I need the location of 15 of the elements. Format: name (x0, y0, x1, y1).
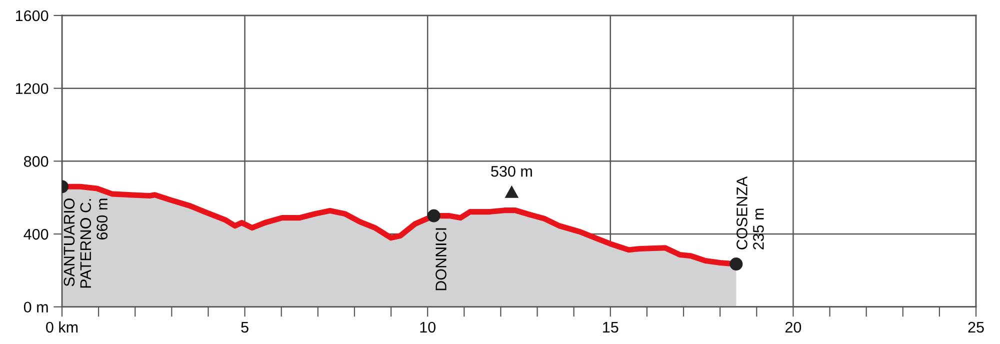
x-tick-label: 0 km (46, 321, 78, 333)
x-tick-label: 15 (603, 322, 618, 333)
y-tick-label: 1600 (16, 10, 48, 22)
y-tick-label: 0 m (24, 302, 48, 313)
y-tick-label: 400 (24, 228, 48, 240)
x-tick-label: 10 (420, 322, 436, 333)
x-tick-label: 20 (785, 322, 802, 333)
x-tick-label: 25 (968, 322, 984, 333)
annotation: 530 m (491, 166, 532, 177)
annotation: SANTUARIO PATERNO C. 660 m (64, 198, 108, 288)
x-tick-label: 5 (241, 322, 248, 333)
y-tick-label: 800 (24, 156, 48, 167)
annotation: DONNICI (436, 228, 446, 290)
y-tick-label: 1200 (16, 83, 48, 94)
annotation: COSENZA 235 m (736, 176, 764, 250)
